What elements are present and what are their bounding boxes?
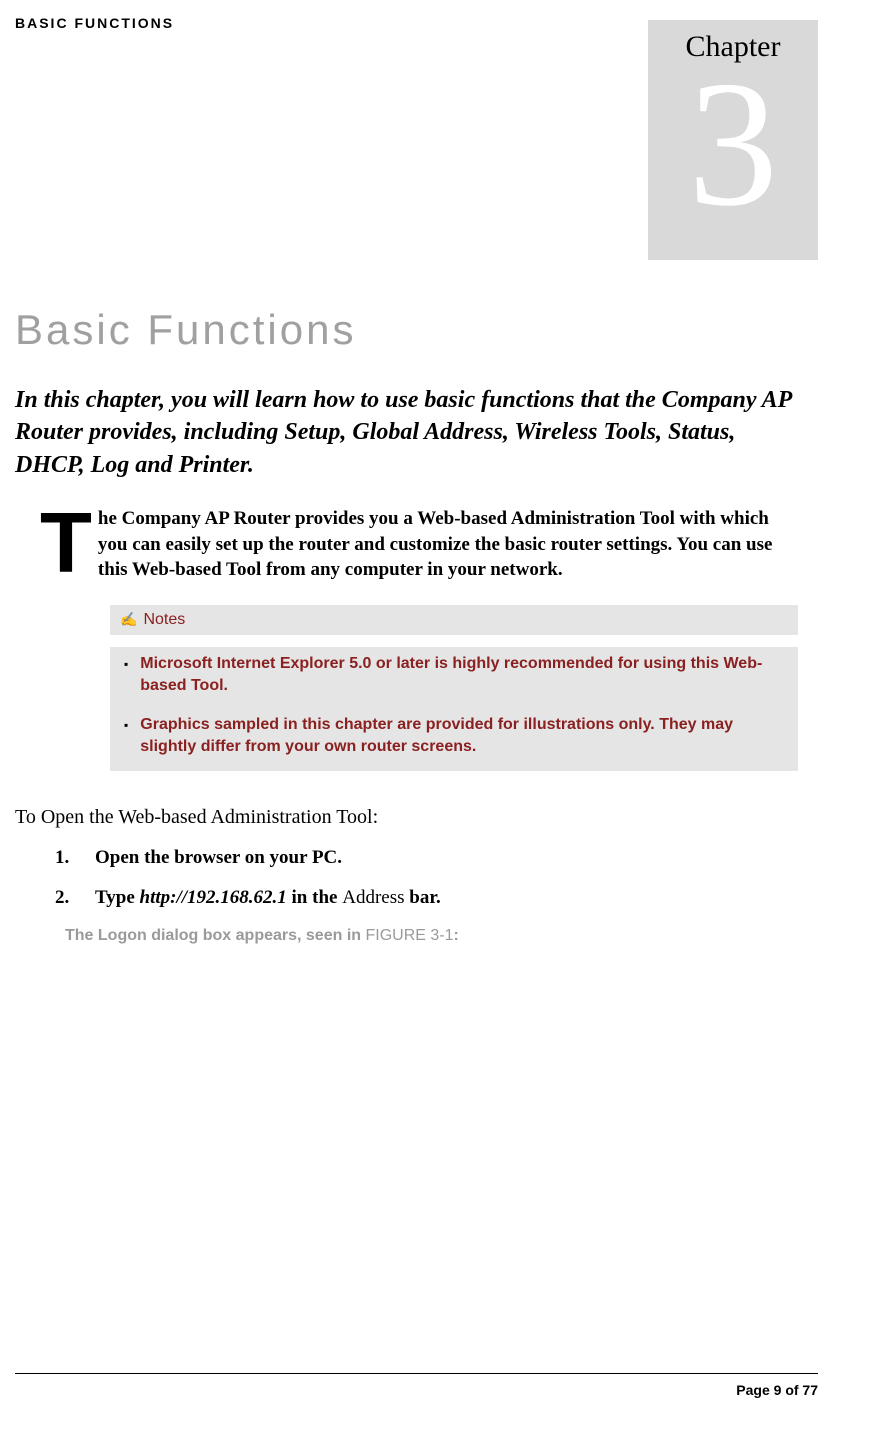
figure-note: The Logon dialog box appears, seen in FI… xyxy=(65,927,818,945)
notes-label: Notes xyxy=(143,611,185,628)
step-number: 1. xyxy=(55,847,95,869)
step-text: Open the browser on your PC. xyxy=(95,847,342,869)
chapter-number: 3 xyxy=(648,54,818,234)
step-item: 2. Type http://192.168.62.1 in the Addre… xyxy=(55,887,818,909)
notes-body: ▪ Microsoft Internet Explorer 5.0 or lat… xyxy=(110,647,798,771)
bullet-icon: ▪ xyxy=(124,653,140,696)
notes-item: ▪ Microsoft Internet Explorer 5.0 or lat… xyxy=(124,653,784,696)
notes-text: Graphics sampled in this chapter are pro… xyxy=(140,714,784,757)
drop-cap: T xyxy=(40,506,98,576)
section-lead: To Open the Web-based Administration Too… xyxy=(15,806,818,829)
steps-list: 1. Open the browser on your PC. 2. Type … xyxy=(15,847,818,909)
chapter-intro: In this chapter, you will learn how to u… xyxy=(15,384,818,481)
page-number: Page 9 of 77 xyxy=(736,1382,818,1398)
notes-header: ✍ Notes xyxy=(110,605,798,647)
step-text: Type http://192.168.62.1 in the Address … xyxy=(95,887,441,909)
pencil-icon: ✍ xyxy=(120,612,137,629)
step-number: 2. xyxy=(55,887,95,909)
bullet-icon: ▪ xyxy=(124,714,140,757)
chapter-badge: Chapter 3 xyxy=(648,20,818,260)
notes-box: ✍ Notes ▪ Microsoft Internet Explorer 5.… xyxy=(110,605,798,771)
notes-text: Microsoft Internet Explorer 5.0 or later… xyxy=(140,653,784,696)
body-text: he Company AP Router provides you a Web-… xyxy=(98,508,773,580)
notes-item: ▪ Graphics sampled in this chapter are p… xyxy=(124,714,784,757)
page-footer: Page 9 of 77 xyxy=(15,1373,818,1400)
page-title: Basic Functions xyxy=(15,306,818,354)
body-paragraph: T he Company AP Router provides you a We… xyxy=(15,506,818,583)
step-item: 1. Open the browser on your PC. xyxy=(55,847,818,869)
